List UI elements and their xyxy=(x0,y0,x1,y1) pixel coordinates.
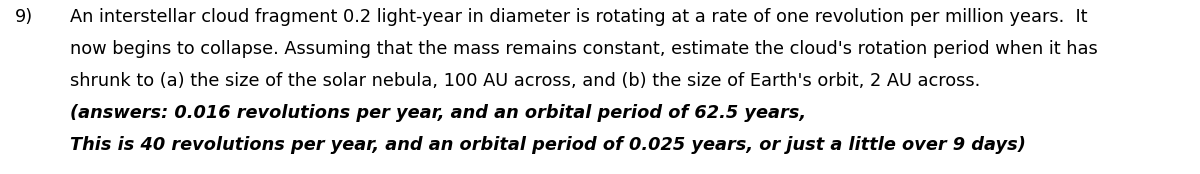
Text: (answers: 0.016 revolutions per year, and an orbital period of 62.5 years,: (answers: 0.016 revolutions per year, an… xyxy=(70,104,805,122)
Text: This is 40 revolutions per year, and an orbital period of 0.025 years, or just a: This is 40 revolutions per year, and an … xyxy=(70,136,1026,154)
Text: now begins to collapse. Assuming that the mass remains constant, estimate the cl: now begins to collapse. Assuming that th… xyxy=(70,40,1097,58)
Text: shrunk to (a) the size of the solar nebula, 100 AU across, and (b) the size of E: shrunk to (a) the size of the solar nebu… xyxy=(70,72,980,90)
Text: 9): 9) xyxy=(14,8,32,26)
Text: An interstellar cloud fragment 0.2 light-year in diameter is rotating at a rate : An interstellar cloud fragment 0.2 light… xyxy=(70,8,1087,26)
